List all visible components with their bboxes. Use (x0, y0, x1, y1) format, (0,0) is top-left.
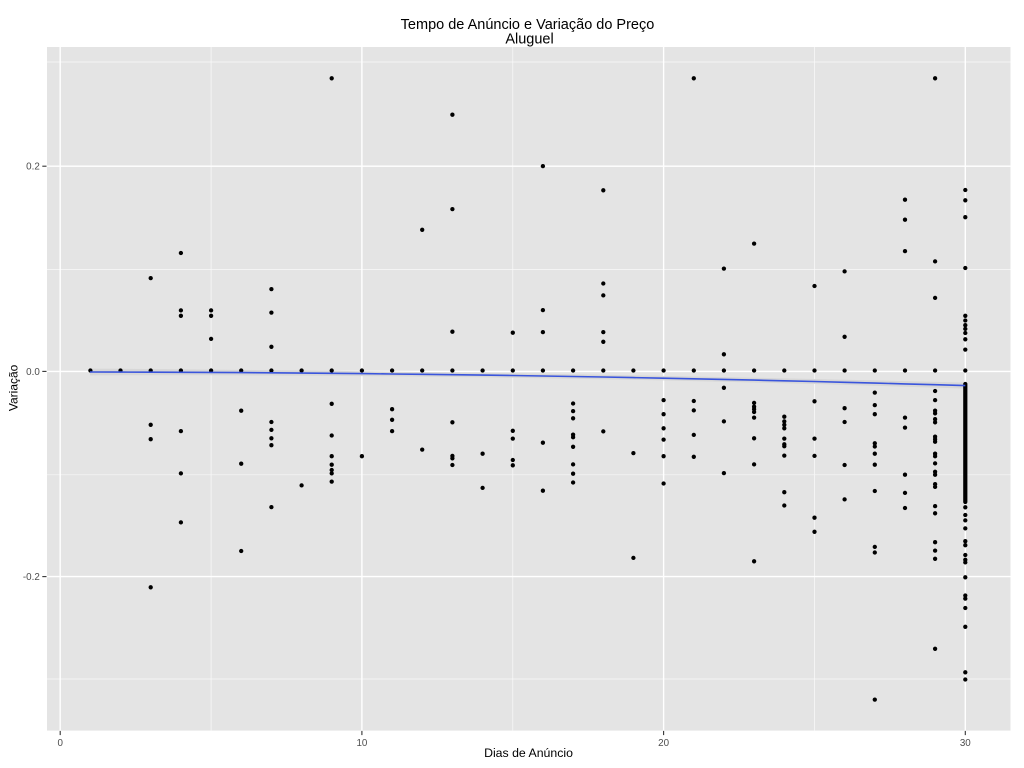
svg-text:30: 30 (960, 738, 971, 749)
svg-text:0: 0 (57, 738, 63, 749)
svg-text:20: 20 (658, 738, 669, 749)
svg-text:10: 10 (356, 738, 367, 749)
svg-text:Variação: Variação (7, 364, 21, 411)
svg-text:Dias de Anúncio: Dias de Anúncio (484, 746, 573, 760)
svg-text:Aluguel: Aluguel (505, 31, 553, 47)
svg-text:0.2: 0.2 (26, 162, 40, 173)
svg-text:0.0: 0.0 (26, 367, 40, 378)
svg-text:-0.2: -0.2 (23, 572, 40, 583)
svg-text:Tempo de Anúncio e Variação do: Tempo de Anúncio e Variação do Preço (401, 17, 655, 33)
